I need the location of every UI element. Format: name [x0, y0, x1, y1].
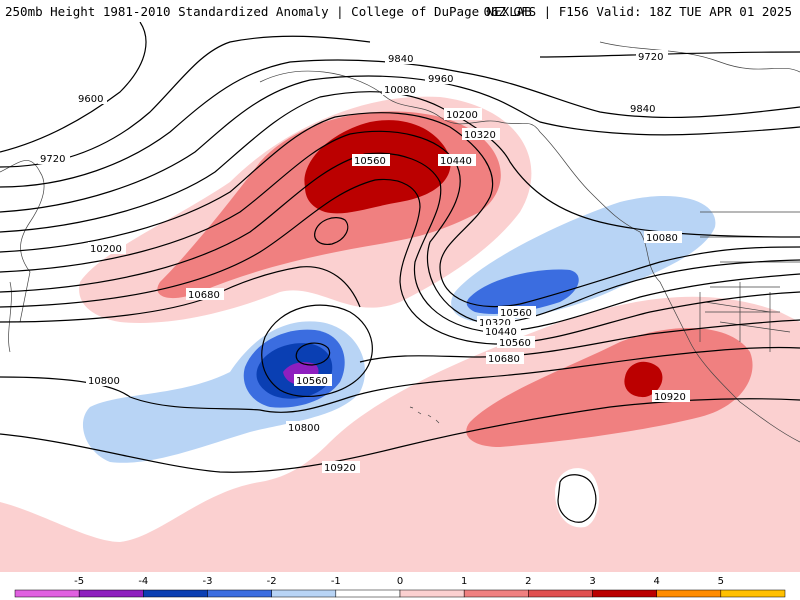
contour-10080	[0, 91, 800, 238]
contour-9720-e	[539, 51, 800, 58]
contour-10680	[0, 266, 361, 323]
contour-label: 10080	[646, 233, 678, 244]
colorbar-tick-label: 2	[525, 576, 531, 587]
header-bar: 250mb Height 1981-2010 Standardized Anom…	[0, 0, 800, 22]
contour-10200	[0, 112, 800, 308]
colorbar-tick-label: -1	[331, 576, 341, 587]
contour-label: 10440	[485, 327, 517, 338]
contour-label: 10320	[464, 130, 496, 141]
colorbar-segment	[528, 589, 593, 598]
colorbar-tick-label: 4	[653, 576, 659, 587]
contour-label: 9720	[40, 154, 65, 165]
contour-10800	[0, 346, 800, 413]
alaska-coastline	[259, 70, 541, 133]
colorbar-tick-label: 0	[397, 576, 403, 587]
contour-label: 10080	[384, 85, 416, 96]
north-america-coastline	[539, 131, 800, 443]
contour-label: 10920	[324, 463, 356, 474]
colorbar-tick-label: -2	[267, 576, 277, 587]
colorbar-segment	[271, 589, 337, 598]
contour-label: 9600	[78, 94, 103, 105]
contour-label: 10560	[499, 338, 531, 349]
contour-label: 10560	[354, 156, 386, 167]
colorbar-segment	[720, 589, 786, 598]
contour-10440	[0, 152, 800, 333]
negative-anomaly-2-ne	[466, 269, 579, 314]
colorbar-legend: -5 -4 -3 -2 -1 0 1 2 3 4 5	[14, 576, 786, 598]
colorbar-boxes	[14, 589, 786, 598]
colorbar-segment	[78, 589, 144, 598]
colorbar-segment	[399, 589, 465, 598]
colorbar-segment	[143, 589, 208, 598]
contour-9720-w	[0, 35, 371, 168]
contour-label: 10920	[654, 392, 686, 403]
colorbar-tick-label: 1	[461, 576, 467, 587]
contour-label: 9840	[630, 104, 655, 115]
colorbar-segment	[207, 589, 272, 598]
colorbar-segment	[14, 589, 80, 598]
contour-label: 10560	[296, 376, 328, 387]
contour-label: 10800	[288, 423, 320, 434]
contour-label-layer: 9600 9720 9840 9960 10080 10200 10320 10…	[38, 50, 690, 474]
contour-10680-south	[359, 319, 800, 363]
contour-label: 9960	[428, 74, 453, 85]
model-run-info: 06Z GFS | F156 Valid: 18Z TUE APR 01 202…	[483, 4, 792, 19]
contour-10560-loop	[314, 217, 349, 245]
contour-label: 10680	[188, 290, 220, 301]
contour-label: 9840	[388, 54, 413, 65]
colorbar-tick-label: -5	[74, 576, 84, 587]
colorbar-tick-label: 5	[718, 576, 724, 587]
contour-label: 10440	[440, 156, 472, 167]
colorbar-segment	[656, 589, 722, 598]
contour-9600	[0, 22, 147, 153]
contour-10560	[0, 178, 800, 345]
contour-label: 10200	[446, 110, 478, 121]
positive-anomaly-3-east	[624, 361, 663, 398]
asia-coastline	[0, 160, 45, 353]
colorbar-segment	[463, 589, 529, 598]
colorbar-segment	[592, 589, 657, 598]
negative-anomaly-hole	[555, 468, 600, 528]
contour-label: 10200	[90, 244, 122, 255]
colorbar-tick-label: -3	[203, 576, 213, 587]
colorbar-segment	[335, 589, 401, 598]
contour-10680-low	[261, 304, 373, 397]
contour-10320	[0, 130, 800, 324]
colorbar-tick-label: 3	[589, 576, 595, 587]
anomaly-fill-layer	[0, 96, 800, 572]
contour-10560-low	[295, 342, 331, 366]
positive-anomaly-2-east	[466, 328, 753, 447]
colorbar-tick-label: -4	[138, 576, 148, 587]
contour-10920-loop	[557, 474, 597, 523]
contour-label: 10800	[88, 376, 120, 387]
anomaly-map: 9600 9720 9840 9960 10080 10200 10320 10…	[0, 22, 800, 572]
contour-label: 10560	[500, 308, 532, 319]
colorbar-ticks: -5 -4 -3 -2 -1 0 1 2 3 4 5	[74, 576, 724, 587]
contour-label: 9720	[638, 52, 663, 63]
contour-label: 10680	[488, 354, 520, 365]
hawaii-islands	[409, 406, 440, 424]
map-title: 250mb Height 1981-2010 Standardized Anom…	[5, 4, 532, 19]
contour-label: 10320	[479, 318, 511, 329]
